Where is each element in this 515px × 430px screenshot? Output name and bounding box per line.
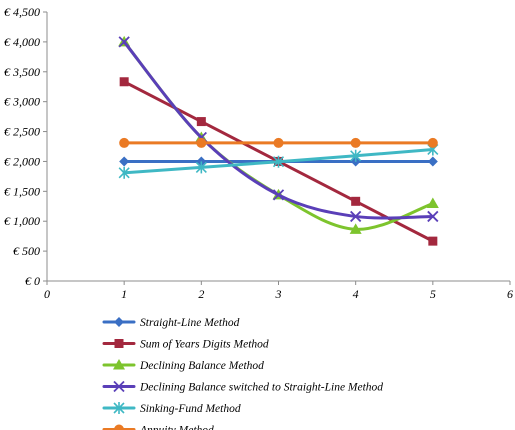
y-tick-label: € 3,000 [4,95,40,109]
legend-marker [114,424,124,430]
chart-tick-labels: € 0 € 500 € 1,000 € 1,500 € 2,000 € 2,500 € 3,… [4,5,513,301]
data-point [427,137,438,148]
chart-legend: Straight-Line Method Sum of Years Digits … [102,317,383,430]
data-point-stroke [427,210,439,223]
data-point [119,77,129,87]
legend-marker [113,359,125,370]
y-tick-label: € 2,500 [4,125,40,139]
legend-item: Sinking-Fund Method [102,402,241,415]
legend-label: Sum of Years Digits Method [140,339,269,351]
data-point [118,36,130,48]
data-point [427,210,439,223]
series-line [122,40,435,231]
chart-axes [43,11,511,285]
x-tick-label: 1 [121,287,127,301]
data-point [196,137,207,148]
y-tick-label: € 1,000 [4,214,40,228]
legend-item: Straight-Line Method [102,317,240,329]
legend-label: Declining Balance switched to Straight-L… [139,382,383,394]
data-point [426,197,439,209]
data-point [351,196,361,206]
x-tick-label: 2 [198,287,204,301]
data-point-stroke [272,189,285,201]
chart-series [118,35,439,246]
legend-item: Sum of Years Digits Method [102,339,269,351]
y-tick-label: € 0 [25,274,40,288]
data-point [349,223,362,234]
legend-label: Straight-Line Method [140,317,240,329]
legend-marker [114,339,124,348]
legend-marker [113,402,125,414]
data-point [427,156,438,167]
legend-marker [114,317,124,327]
data-point [119,137,130,148]
data-point-stroke [350,210,362,223]
legend-item: Declining Balance switched to Straight-L… [102,380,383,394]
y-tick-label: € 4,000 [4,35,40,49]
x-tick-label: 6 [507,287,513,301]
legend-label: Sinking-Fund Method [140,403,241,415]
series-5 [119,137,438,148]
data-point [350,149,362,162]
series-line [122,40,435,220]
series-2 [118,35,439,234]
y-tick-label: € 2,000 [4,154,40,168]
legend-item: Annuity Method [102,424,214,430]
y-tick-label: € 3,500 [4,65,40,79]
data-point [118,166,130,179]
y-tick-label: € 4,500 [4,5,40,19]
x-tick-label: 4 [353,287,359,301]
x-tick-label: 5 [430,287,436,301]
legend-label: Annuity Method [139,425,214,430]
data-point [428,236,438,246]
series-3 [118,36,439,223]
data-point [350,210,362,223]
data-point [350,137,361,148]
x-tick-label: 0 [44,287,50,301]
legend-marker-stroke [113,380,125,393]
data-point-stroke [118,36,130,48]
data-point [272,155,285,168]
data-point [195,161,207,174]
data-point [273,137,284,148]
y-tick-label: € 500 [13,244,40,258]
data-point [196,117,206,127]
x-tick-label: 3 [275,287,282,301]
legend-item: Declining Balance Method [102,359,264,372]
data-point [272,189,285,201]
y-tick-label: € 1,500 [4,184,40,198]
legend-label: Declining Balance Method [139,360,264,372]
legend-marker [113,380,125,393]
data-point [119,156,130,167]
